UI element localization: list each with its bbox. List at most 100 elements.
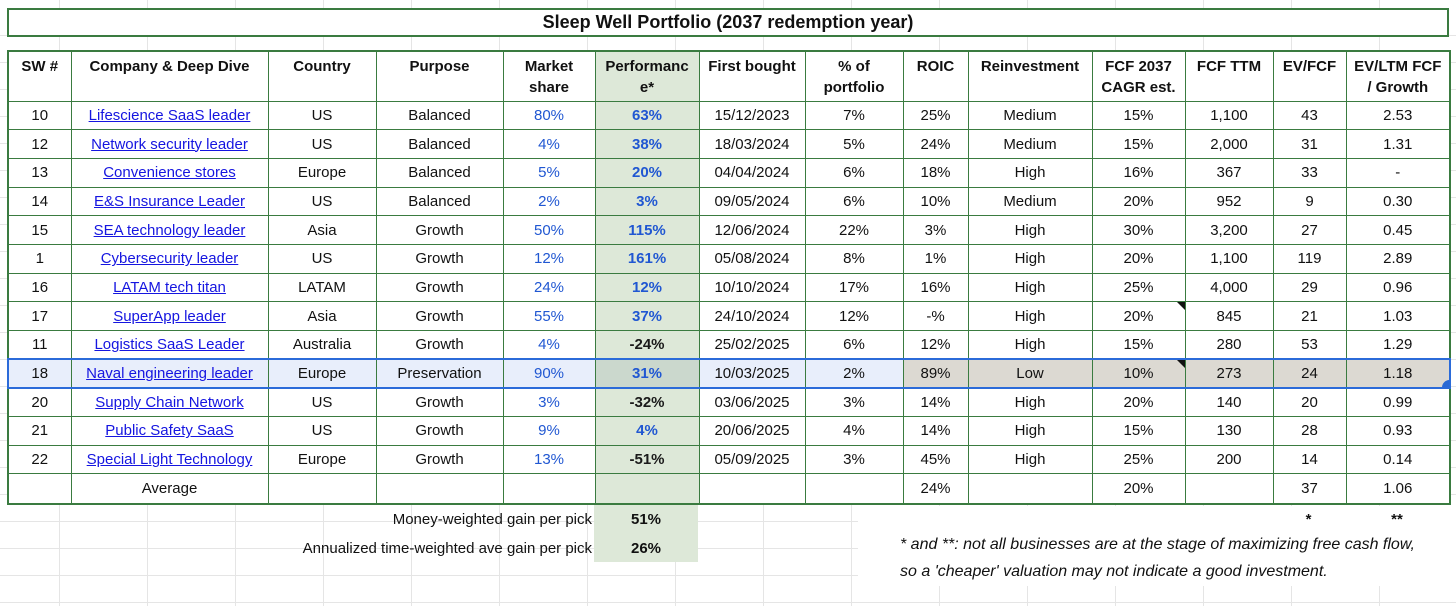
cell-sw[interactable]: 20 [7,387,72,418]
cell-market_share[interactable]: 24% [502,272,596,303]
cell-market_share[interactable]: 4% [502,129,596,159]
cell-country[interactable]: Europe [267,157,377,188]
cell-reinvestment[interactable]: High [967,387,1093,418]
cell-fcf_cagr[interactable]: 25% [1091,444,1186,475]
cell-first_bought[interactable]: 25/02/2025 [698,330,806,360]
cell-company[interactable]: Network security leader [70,129,269,159]
average-cell-roic[interactable]: 24% [902,473,969,505]
cell-country[interactable]: LATAM [267,272,377,303]
cell-reinvestment[interactable]: High [967,215,1093,245]
cell-market_share[interactable]: 12% [502,243,596,274]
cell-pct_portfolio[interactable]: 2% [804,358,904,389]
cell-reinvestment[interactable]: Medium [967,100,1093,131]
cell-ev_ltm_growth[interactable]: 1.03 [1345,301,1451,331]
cell-fcf_ttm[interactable]: 367 [1184,157,1274,188]
cell-ev_ltm_growth[interactable]: - [1345,157,1451,188]
company-link[interactable]: Cybersecurity leader [100,250,239,268]
company-link[interactable]: E&S Insurance Leader [94,192,245,210]
cell-ev_ltm_growth[interactable]: 0.30 [1345,186,1451,217]
company-link[interactable]: SEA technology leader [93,221,246,239]
cell-purpose[interactable]: Balanced [375,129,504,159]
cell-pct_portfolio[interactable]: 6% [804,186,904,217]
cell-company[interactable]: Convenience stores [70,157,269,188]
cell-country[interactable]: Asia [267,215,377,245]
cell-performance[interactable]: -32% [594,387,700,418]
cell-pct_portfolio[interactable]: 3% [804,387,904,418]
average-cell-ev_fcf[interactable]: 37 [1272,473,1347,505]
cell-performance[interactable]: 3% [594,186,700,217]
cell-country[interactable]: US [267,416,377,446]
cell-ev_fcf[interactable]: 27 [1272,215,1347,245]
cell-sw[interactable]: 17 [7,301,72,331]
cell-market_share[interactable]: 3% [502,387,596,418]
average-cell-fcf_ttm[interactable] [1184,473,1274,505]
cell-fcf_cagr[interactable]: 15% [1091,330,1186,360]
cell-market_share[interactable]: 9% [502,416,596,446]
cell-ev_ltm_growth[interactable]: 0.45 [1345,215,1451,245]
company-link[interactable]: Naval engineering leader [86,365,253,383]
cell-purpose[interactable]: Growth [375,444,504,475]
money-weighted-label[interactable]: Money-weighted gain per pick [392,511,592,528]
cell-company[interactable]: LATAM tech titan [70,272,269,303]
cell-purpose[interactable]: Preservation [375,358,504,389]
cell-company[interactable]: Naval engineering leader [70,358,269,389]
cell-fcf_cagr[interactable]: 20% [1091,186,1186,217]
cell-fcf_cagr[interactable]: 20% [1091,387,1186,418]
cell-pct_portfolio[interactable]: 22% [804,215,904,245]
cell-sw[interactable]: 22 [7,444,72,475]
cell-roic[interactable]: 24% [902,129,969,159]
cell-purpose[interactable]: Balanced [375,100,504,131]
cell-pct_portfolio[interactable]: 3% [804,444,904,475]
column-header-reinvestment[interactable]: Reinvestment [967,50,1093,102]
cell-company[interactable]: Lifescience SaaS leader [70,100,269,131]
cell-ev_ltm_growth[interactable]: 2.89 [1345,243,1451,274]
cell-fcf_cagr[interactable]: 30% [1091,215,1186,245]
average-cell-first_bought[interactable] [698,473,806,505]
cell-fcf_ttm[interactable]: 130 [1184,416,1274,446]
average-cell-ev_ltm_growth[interactable]: 1.06 [1345,473,1451,505]
cell-company[interactable]: SuperApp leader [70,301,269,331]
cell-pct_portfolio[interactable]: 6% [804,330,904,360]
cell-performance[interactable]: -51% [594,444,700,475]
cell-first_bought[interactable]: 10/10/2024 [698,272,806,303]
company-link[interactable]: Network security leader [91,135,248,153]
cell-market_share[interactable]: 80% [502,100,596,131]
cell-roic[interactable]: 45% [902,444,969,475]
cell-roic[interactable]: 25% [902,100,969,131]
cell-first_bought[interactable]: 05/08/2024 [698,243,806,274]
average-cell-reinvestment[interactable] [967,473,1093,505]
cell-fcf_ttm[interactable]: 845 [1184,301,1274,331]
cell-pct_portfolio[interactable]: 7% [804,100,904,131]
average-cell-market_share[interactable] [502,473,596,505]
cell-roic[interactable]: -% [902,301,969,331]
average-cell-country[interactable] [267,473,377,505]
cell-first_bought[interactable]: 10/03/2025 [698,358,806,389]
cell-roic[interactable]: 10% [902,186,969,217]
cell-country[interactable]: Australia [267,330,377,360]
cell-roic[interactable]: 3% [902,215,969,245]
cell-company[interactable]: SEA technology leader [70,215,269,245]
cell-fcf_ttm[interactable]: 2,000 [1184,129,1274,159]
cell-sw[interactable]: 15 [7,215,72,245]
average-cell-company[interactable]: Average [70,473,269,505]
cell-pct_portfolio[interactable]: 17% [804,272,904,303]
cell-first_bought[interactable]: 12/06/2024 [698,215,806,245]
cell-ev_fcf[interactable]: 33 [1272,157,1347,188]
cell-sw[interactable]: 12 [7,129,72,159]
cell-ev_fcf[interactable]: 53 [1272,330,1347,360]
cell-roic[interactable]: 14% [902,416,969,446]
cell-purpose[interactable]: Balanced [375,157,504,188]
cell-country[interactable]: US [267,100,377,131]
column-header-pct_portfolio[interactable]: % of portfolio [804,50,904,102]
cell-pct_portfolio[interactable]: 5% [804,129,904,159]
cell-country[interactable]: US [267,243,377,274]
cell-first_bought[interactable]: 04/04/2024 [698,157,806,188]
cell-market_share[interactable]: 4% [502,330,596,360]
cell-ev_fcf[interactable]: 9 [1272,186,1347,217]
cell-purpose[interactable]: Growth [375,215,504,245]
cell-ev_fcf[interactable]: 43 [1272,100,1347,131]
cell-fcf_cagr[interactable]: 15% [1091,100,1186,131]
cell-fcf_ttm[interactable]: 1,100 [1184,100,1274,131]
cell-country[interactable]: Asia [267,301,377,331]
cell-market_share[interactable]: 13% [502,444,596,475]
